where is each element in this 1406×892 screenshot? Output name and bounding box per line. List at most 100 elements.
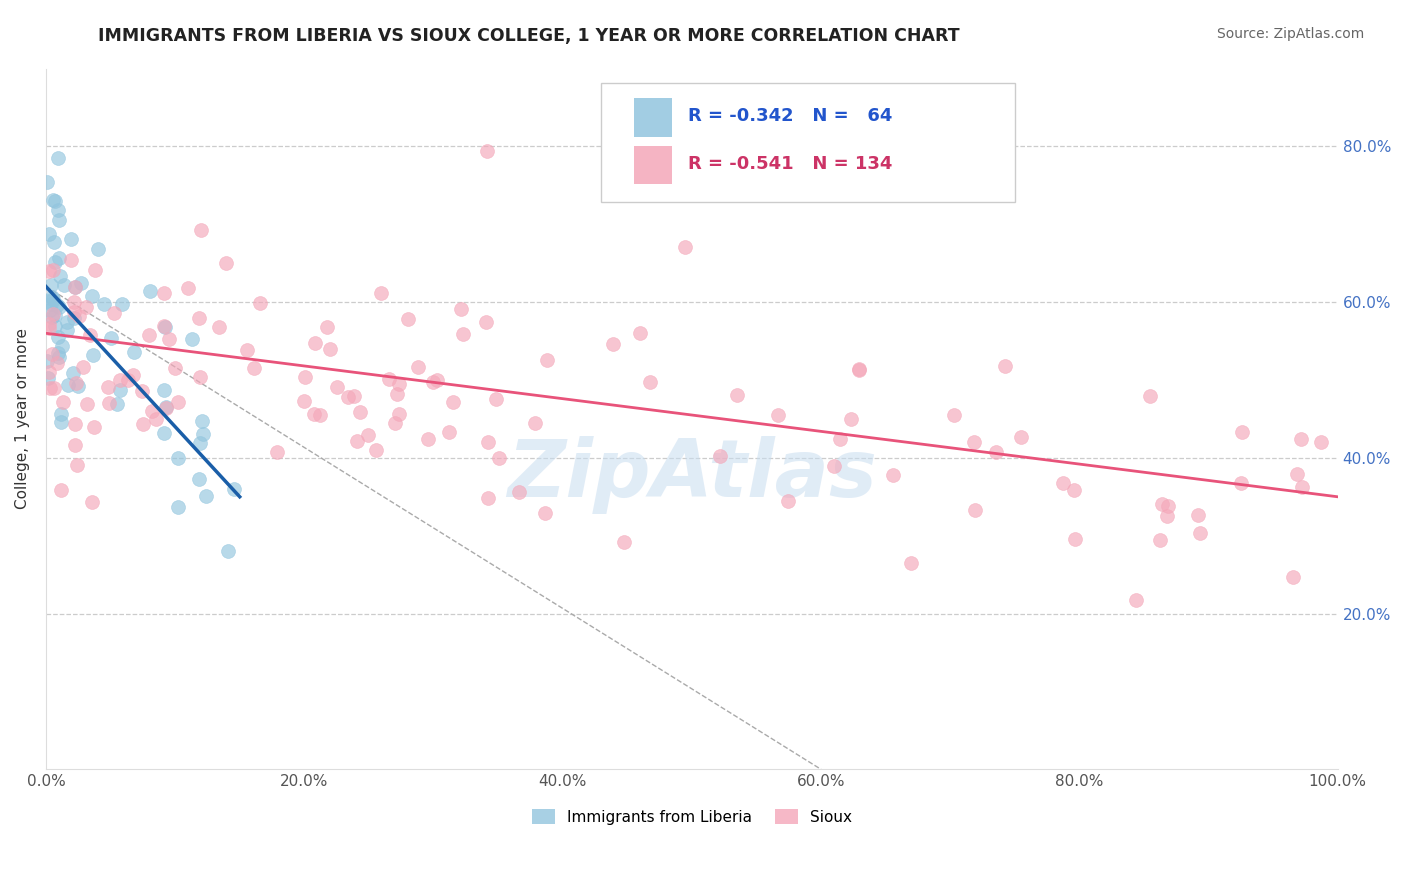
Point xyxy=(167,451,190,466)
Point xyxy=(336,390,359,404)
Point xyxy=(508,485,530,500)
Point xyxy=(418,432,440,446)
Point xyxy=(44,255,66,269)
Point xyxy=(41,347,63,361)
Point xyxy=(613,534,636,549)
Point xyxy=(385,387,408,401)
Point xyxy=(308,409,330,423)
Point xyxy=(477,491,499,505)
Point xyxy=(39,277,62,292)
Point xyxy=(477,435,499,450)
FancyBboxPatch shape xyxy=(634,98,672,136)
Point xyxy=(65,376,87,391)
Point xyxy=(346,434,368,449)
Point xyxy=(343,389,366,403)
Point xyxy=(193,427,215,442)
Y-axis label: College, 1 year or more: College, 1 year or more xyxy=(15,328,30,509)
Point xyxy=(41,310,63,324)
Point xyxy=(82,289,104,303)
Point xyxy=(84,263,107,277)
Point xyxy=(63,417,86,431)
Point xyxy=(1156,508,1178,523)
Point xyxy=(76,397,98,411)
Point xyxy=(152,285,174,300)
Point xyxy=(882,468,904,483)
Point xyxy=(963,503,986,517)
Point xyxy=(370,286,392,301)
Point xyxy=(80,494,103,508)
Text: R = -0.541   N = 134: R = -0.541 N = 134 xyxy=(688,155,893,173)
Point xyxy=(56,315,79,329)
Point xyxy=(628,326,651,340)
Point xyxy=(51,407,73,421)
Point xyxy=(163,361,186,376)
Point xyxy=(46,297,69,311)
Point xyxy=(1281,570,1303,584)
Point xyxy=(1052,476,1074,491)
Point xyxy=(292,393,315,408)
Point xyxy=(79,327,101,342)
Point xyxy=(378,371,401,385)
Point xyxy=(439,425,461,440)
Point xyxy=(37,354,59,368)
Point xyxy=(488,450,510,465)
Point xyxy=(38,381,60,395)
Point xyxy=(602,337,624,351)
Point xyxy=(39,297,62,311)
Point xyxy=(366,442,388,457)
Point xyxy=(249,296,271,310)
Point xyxy=(848,363,870,377)
Point xyxy=(131,384,153,398)
Point xyxy=(181,332,204,346)
Point xyxy=(984,445,1007,459)
Point xyxy=(38,321,60,335)
Point xyxy=(673,240,696,254)
Point xyxy=(1063,532,1085,546)
Point xyxy=(65,280,87,294)
Point xyxy=(87,242,110,256)
Point xyxy=(1011,430,1033,444)
Point xyxy=(45,356,67,370)
Point xyxy=(177,281,200,295)
Point xyxy=(44,309,66,323)
Point xyxy=(100,331,122,345)
Point xyxy=(768,408,790,422)
Point xyxy=(97,380,120,394)
Point xyxy=(72,359,94,374)
Text: R = -0.342   N =   64: R = -0.342 N = 64 xyxy=(688,107,893,125)
Point xyxy=(63,304,86,318)
Point xyxy=(37,370,59,384)
Point xyxy=(187,310,209,325)
Point xyxy=(153,383,176,397)
Point xyxy=(62,366,84,380)
Point xyxy=(52,394,75,409)
Point xyxy=(1291,480,1313,494)
Point xyxy=(70,276,93,290)
Point xyxy=(48,252,70,266)
FancyBboxPatch shape xyxy=(602,83,1015,202)
Point xyxy=(42,381,65,395)
Point xyxy=(46,329,69,343)
Point xyxy=(195,489,218,503)
Point xyxy=(1289,432,1312,446)
Point xyxy=(117,373,139,387)
Point xyxy=(1125,592,1147,607)
Point xyxy=(1310,434,1333,449)
Point xyxy=(66,379,89,393)
Point xyxy=(524,416,547,430)
Point xyxy=(44,194,66,208)
Point xyxy=(191,414,214,428)
Point xyxy=(111,297,134,311)
Point xyxy=(451,326,474,341)
Point xyxy=(533,506,555,520)
Point xyxy=(93,297,115,311)
Point xyxy=(422,375,444,389)
Point xyxy=(187,472,209,486)
Point xyxy=(1187,508,1209,522)
Point xyxy=(107,397,129,411)
Point xyxy=(155,400,177,414)
Point xyxy=(357,427,380,442)
Point xyxy=(155,401,177,415)
Point xyxy=(963,434,986,449)
Point xyxy=(167,395,190,409)
